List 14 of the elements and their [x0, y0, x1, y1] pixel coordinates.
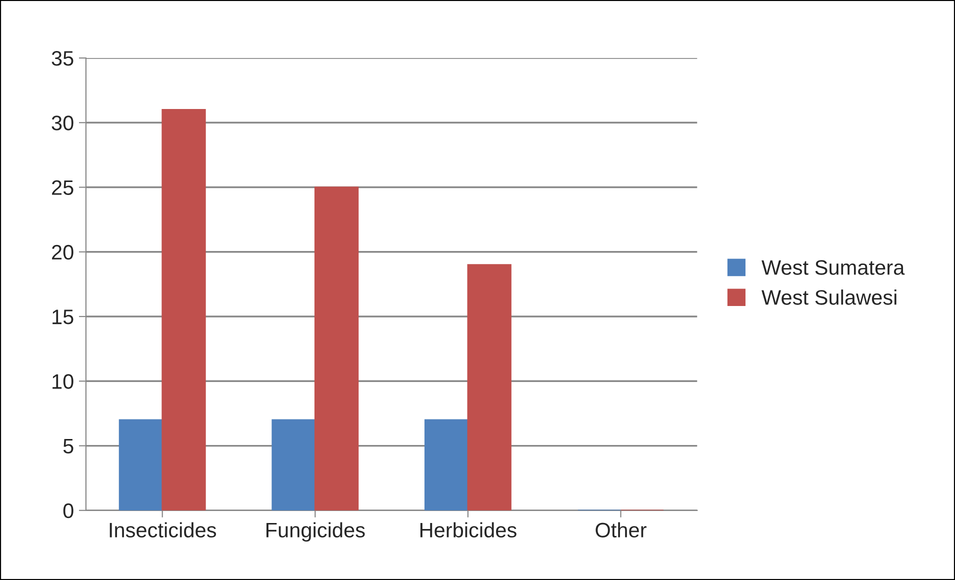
y-tick-label: 30 [52, 116, 74, 130]
legend-label: West Sumatera [762, 260, 905, 275]
legend-label: West Sulawesi [762, 290, 896, 305]
x-tick-label: Fungicides [266, 522, 365, 542]
y-tick-label: 10 [52, 374, 74, 389]
x-tick-label: Insecticides [110, 522, 216, 538]
y-tick-label: 0 [63, 503, 74, 518]
y-tick-label: 35 [52, 51, 74, 66]
y-tick-label: 5 [63, 438, 74, 454]
x-tick-label: Herbicides [420, 522, 516, 538]
y-tick-label: 25 [52, 180, 74, 196]
y-tick-label: 15 [52, 310, 74, 324]
y-tick-label: 20 [52, 244, 74, 260]
x-tick-label: Other [596, 522, 646, 538]
